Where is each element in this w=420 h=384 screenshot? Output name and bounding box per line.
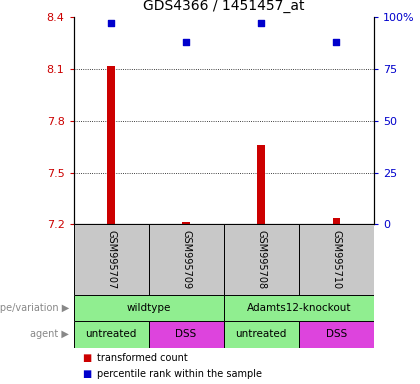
Point: [108, 20, 114, 26]
Bar: [299, 321, 374, 348]
Bar: [74, 224, 149, 295]
Bar: [149, 224, 224, 295]
Bar: [74, 295, 224, 321]
Text: transformed count: transformed count: [97, 353, 187, 363]
Bar: [224, 295, 374, 321]
Text: DSS: DSS: [176, 329, 197, 339]
Point: [258, 20, 265, 26]
Text: ■: ■: [82, 369, 91, 379]
Bar: [257, 145, 265, 224]
Text: untreated: untreated: [236, 329, 287, 339]
Text: GSM995707: GSM995707: [106, 230, 116, 290]
Text: wildtype: wildtype: [126, 303, 171, 313]
Text: DSS: DSS: [326, 329, 347, 339]
Bar: [107, 66, 115, 224]
Title: GDS4366 / 1451457_at: GDS4366 / 1451457_at: [143, 0, 304, 13]
Text: agent ▶: agent ▶: [30, 329, 69, 339]
Text: percentile rank within the sample: percentile rank within the sample: [97, 369, 262, 379]
Bar: [182, 222, 190, 224]
Text: GSM995708: GSM995708: [256, 230, 266, 289]
Text: GSM995710: GSM995710: [331, 230, 341, 289]
Bar: [74, 321, 149, 348]
Text: ■: ■: [82, 353, 91, 363]
Text: Adamts12-knockout: Adamts12-knockout: [247, 303, 351, 313]
Point: [333, 39, 340, 45]
Bar: [224, 321, 299, 348]
Bar: [224, 224, 299, 295]
Text: genotype/variation ▶: genotype/variation ▶: [0, 303, 69, 313]
Text: GSM995709: GSM995709: [181, 230, 191, 289]
Bar: [299, 224, 374, 295]
Text: untreated: untreated: [85, 329, 137, 339]
Bar: [333, 218, 340, 224]
Bar: [149, 321, 224, 348]
Point: [183, 39, 189, 45]
